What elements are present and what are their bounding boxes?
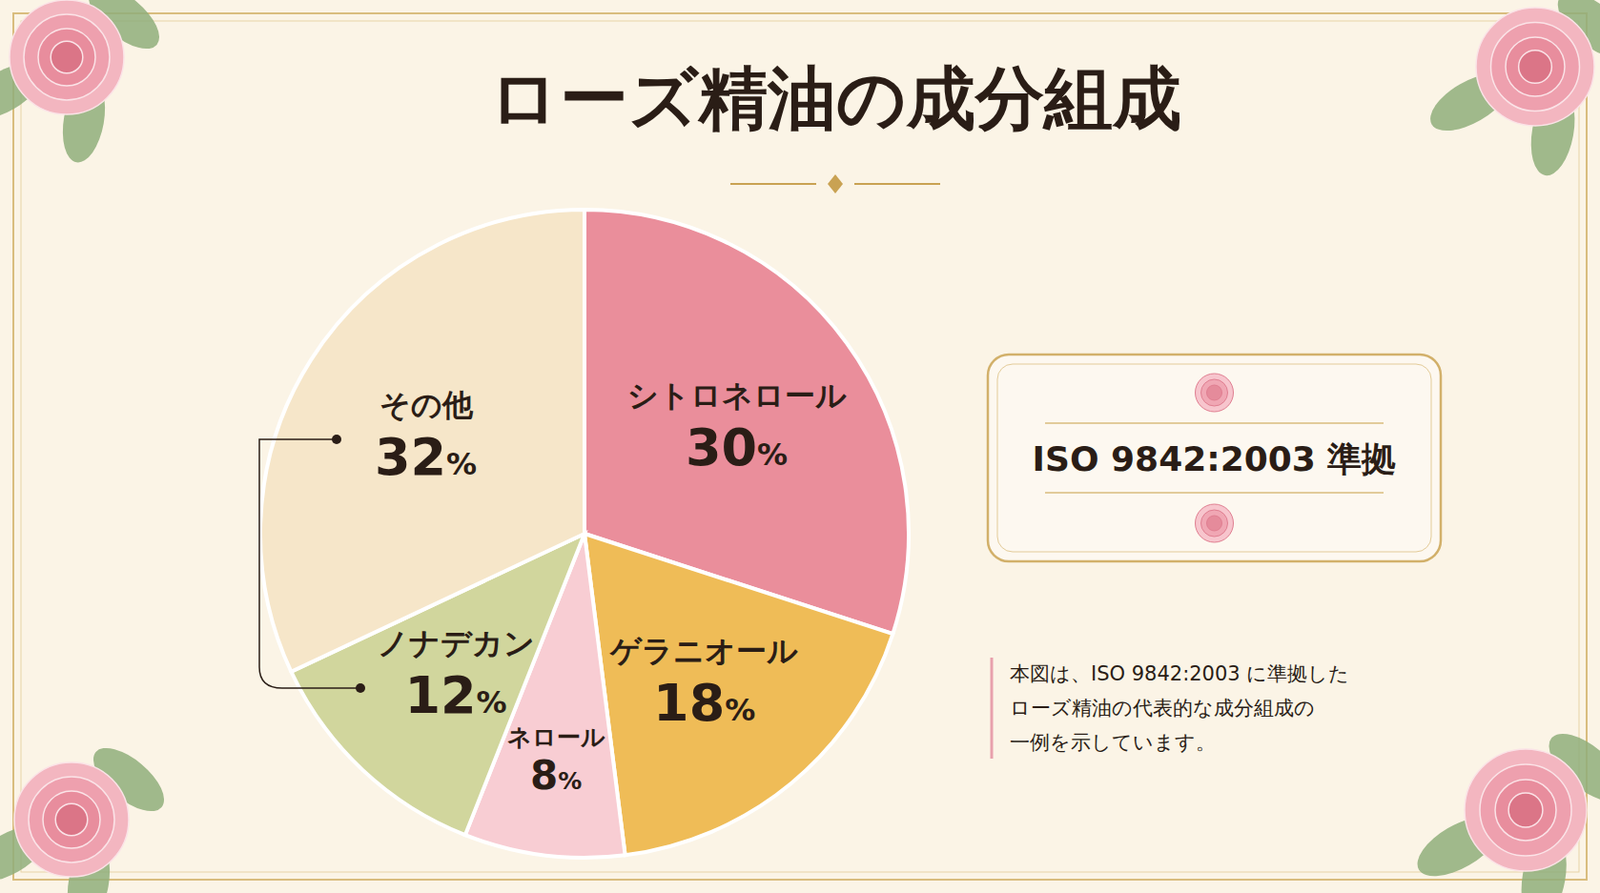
- rose-top-right: [1421, 0, 1600, 180]
- petal: [9, 0, 124, 115]
- note-line: 本図は、ISO 9842:2003 に準拠した: [1009, 662, 1350, 686]
- petal: [1464, 749, 1587, 872]
- petal: [1207, 515, 1223, 532]
- note-bar: [990, 657, 994, 759]
- slice-name: ノナデカン: [377, 625, 535, 662]
- frame-inner: [20, 20, 1580, 873]
- chart: ローズ精油の成分組成シトロネロール30% ゲラニオール18% ネロール8% ノナデカン…: [0, 0, 1600, 893]
- leader-dot: [355, 683, 366, 694]
- ornament-diamond: [827, 174, 843, 194]
- petal: [38, 28, 96, 86]
- petal: [1195, 373, 1234, 412]
- petal: [14, 762, 129, 878]
- badge-rule: [1045, 422, 1384, 425]
- slice-value: 32%: [374, 427, 477, 488]
- title: ローズ精油の成分組成: [489, 58, 1182, 139]
- slice-name: ネロール: [507, 723, 606, 752]
- leader-decoration: [259, 434, 366, 694]
- petal: [1508, 793, 1543, 828]
- petal: [1479, 764, 1572, 857]
- petal: [1495, 779, 1557, 842]
- rose-bottom-left: [0, 737, 175, 893]
- petal: [1201, 510, 1229, 537]
- frame: [13, 13, 1587, 881]
- slice: [584, 533, 893, 856]
- slice-name: その他: [378, 387, 473, 424]
- badge: ISO 9842:2003 準拠: [987, 354, 1441, 562]
- petal: [28, 777, 115, 863]
- slice-name: シトロネロール: [627, 377, 847, 414]
- background: [0, 0, 1600, 893]
- badge-frame: [987, 354, 1441, 562]
- slice-value: 30%: [685, 417, 788, 478]
- petal: [1505, 37, 1565, 97]
- rose-top-left: [0, 0, 170, 166]
- petal: [50, 41, 83, 74]
- petal: [1201, 379, 1229, 407]
- ornament-line: [730, 183, 817, 185]
- slice: [260, 209, 585, 673]
- data-labels: シトロネロール30% ゲラニオール18% ネロール8% ノナデカン12% その他32%: [374, 377, 847, 800]
- note-line: ローズ精油の代表的な成分組成の: [1009, 697, 1315, 720]
- slice-value: 8%: [530, 752, 582, 800]
- title-ornament: [730, 174, 941, 194]
- leader-line: [259, 439, 361, 689]
- ornament-line: [854, 183, 941, 185]
- rose-bottom-right: [1408, 721, 1600, 893]
- petal: [55, 803, 88, 837]
- slice-value: 18%: [653, 673, 756, 734]
- petal: [1491, 22, 1580, 112]
- badge-rose-top: [1195, 373, 1234, 412]
- petal: [1518, 50, 1553, 84]
- badge-rose-bottom: [1195, 504, 1234, 543]
- slice-name: ゲラニオール: [609, 633, 799, 670]
- badge-text: ISO 9842:2003 準拠: [1032, 439, 1397, 479]
- petal: [1195, 504, 1234, 543]
- petal: [1207, 385, 1223, 401]
- note-line: 一例を示しています。: [1009, 731, 1216, 755]
- badge-rule: [1045, 492, 1384, 494]
- petal: [23, 14, 110, 101]
- pie: [260, 209, 909, 859]
- badge-frame-inner: [997, 364, 1432, 553]
- leader-dot: [331, 434, 342, 445]
- petal: [42, 791, 101, 849]
- slice-value: 12%: [404, 665, 507, 726]
- petal: [1476, 7, 1595, 126]
